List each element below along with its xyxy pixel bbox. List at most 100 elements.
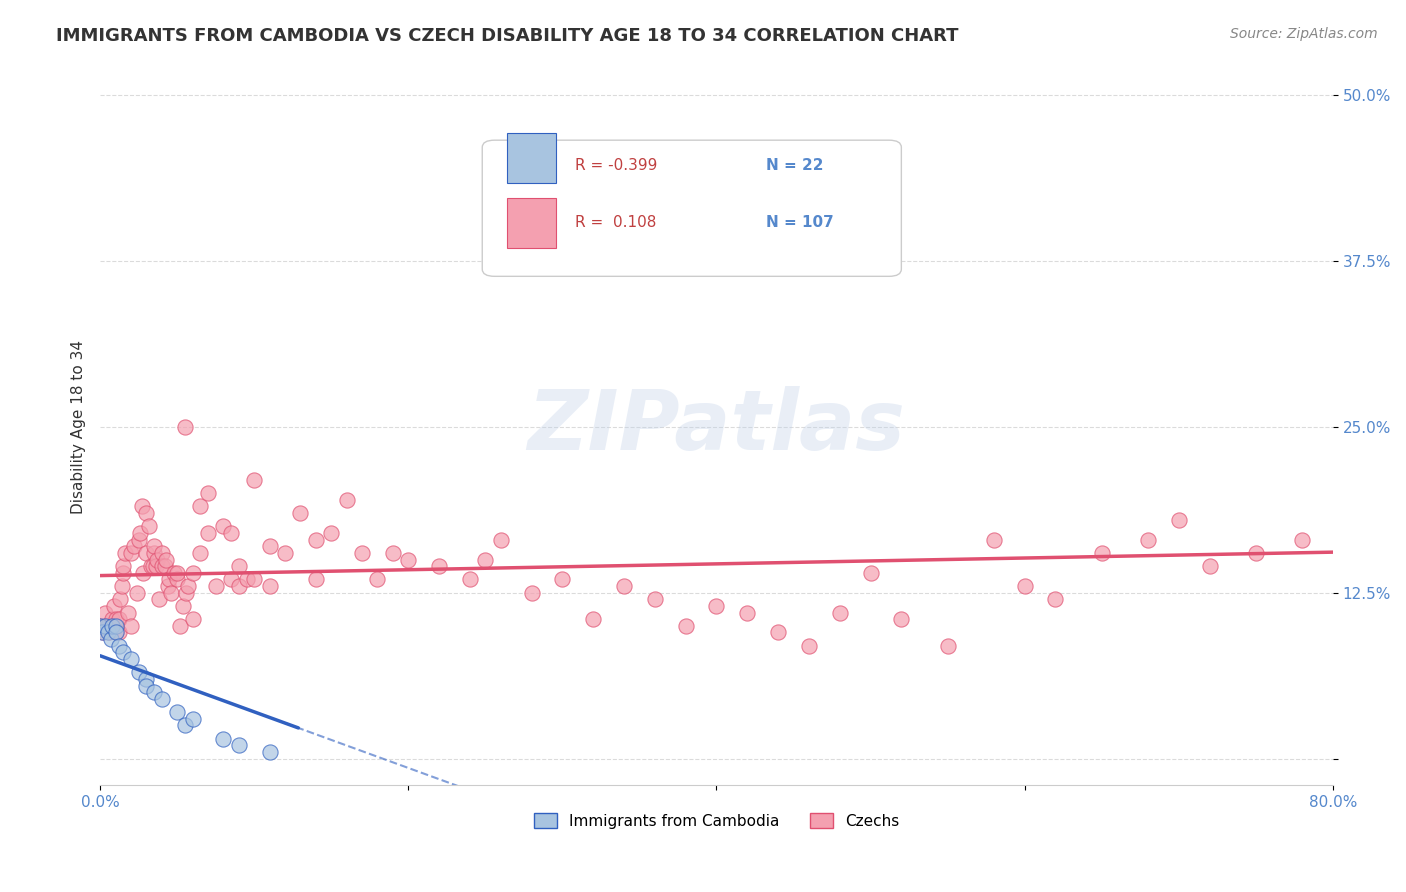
Point [117, 606, 139, 620]
Point [163, 566, 186, 580]
Point [890, 612, 912, 626]
Point [141, 559, 163, 574]
Point [675, 154, 697, 169]
Text: N = 107: N = 107 [766, 215, 834, 230]
Point [120, 546, 142, 560]
Point [219, 525, 242, 540]
Point [243, 573, 266, 587]
Point [104, 625, 127, 640]
Point [336, 492, 359, 507]
Point [107, 612, 129, 626]
Point [181, 712, 204, 726]
Point [107, 625, 129, 640]
Point [197, 486, 219, 500]
Point [176, 585, 198, 599]
Point [228, 579, 250, 593]
Point [1244, 546, 1267, 560]
Point [188, 546, 211, 560]
Point [983, 533, 1005, 547]
Point [305, 533, 328, 547]
Point [97, 619, 120, 633]
Point [114, 546, 136, 560]
Point [366, 573, 388, 587]
Point [228, 739, 250, 753]
Point [766, 625, 789, 640]
Point [146, 552, 169, 566]
Point [396, 552, 419, 566]
Point [259, 745, 281, 759]
Point [100, 632, 122, 647]
Point [859, 566, 882, 580]
Point [797, 639, 820, 653]
Point [107, 639, 129, 653]
Point [1291, 533, 1313, 547]
Point [155, 552, 177, 566]
Point [259, 579, 281, 593]
Point [177, 579, 200, 593]
Point [259, 539, 281, 553]
Point [305, 573, 328, 587]
Point [582, 612, 605, 626]
Point [1167, 513, 1189, 527]
Point [120, 619, 142, 633]
Point [153, 559, 176, 574]
Point [274, 546, 297, 560]
Point [159, 573, 181, 587]
Point [166, 573, 188, 587]
Point [381, 546, 404, 560]
Point [458, 573, 481, 587]
Point [243, 473, 266, 487]
Point [156, 579, 179, 593]
Point [150, 691, 173, 706]
Point [139, 559, 162, 574]
Point [148, 592, 170, 607]
Text: ZIPatlas: ZIPatlas [527, 386, 905, 467]
Point [188, 500, 211, 514]
Point [1091, 546, 1114, 560]
Point [112, 645, 135, 659]
Point [135, 546, 157, 560]
Point [1014, 579, 1036, 593]
Point [101, 619, 124, 633]
Point [172, 599, 194, 613]
Point [104, 612, 127, 626]
Point [135, 679, 157, 693]
Point [828, 606, 851, 620]
Point [551, 573, 574, 587]
Point [135, 506, 157, 520]
Point [94, 606, 117, 620]
Y-axis label: Disability Age 18 to 34: Disability Age 18 to 34 [72, 340, 86, 514]
Point [101, 619, 124, 633]
Point [228, 559, 250, 574]
Point [520, 585, 543, 599]
Point [108, 592, 131, 607]
Legend: Immigrants from Cambodia, Czechs: Immigrants from Cambodia, Czechs [527, 806, 905, 835]
Text: IMMIGRANTS FROM CAMBODIA VS CZECH DISABILITY AGE 18 TO 34 CORRELATION CHART: IMMIGRANTS FROM CAMBODIA VS CZECH DISABI… [56, 27, 959, 45]
Point [90, 619, 112, 633]
FancyBboxPatch shape [482, 140, 901, 277]
Point [143, 685, 166, 699]
Point [100, 619, 122, 633]
Point [104, 619, 127, 633]
Point [122, 539, 145, 553]
Point [129, 525, 152, 540]
Point [103, 599, 125, 613]
Point [173, 718, 195, 732]
Point [166, 566, 188, 580]
Point [111, 579, 134, 593]
Point [96, 619, 118, 633]
Point [90, 625, 112, 640]
Point [1136, 533, 1159, 547]
Point [160, 585, 183, 599]
Point [143, 546, 166, 560]
Point [321, 525, 343, 540]
Point [97, 625, 120, 640]
Point [474, 552, 496, 566]
FancyBboxPatch shape [508, 133, 557, 183]
Point [489, 533, 512, 547]
Point [166, 705, 188, 719]
Point [112, 559, 135, 574]
Point [219, 573, 242, 587]
Point [644, 592, 666, 607]
Point [675, 619, 697, 633]
